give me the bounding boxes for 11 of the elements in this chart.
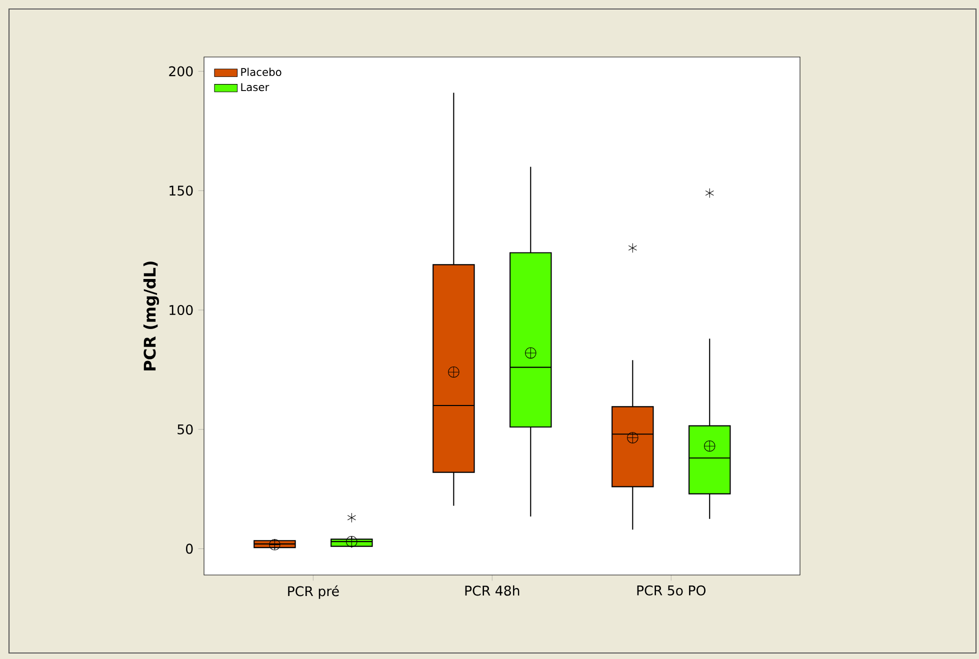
y-tick-label: 150 <box>170 186 193 196</box>
y-tick-label: 50 <box>178 424 193 434</box>
x-tick-label: PCR 48h <box>465 585 520 596</box>
y-axis-title: PCR (mg/dL) <box>143 262 159 370</box>
x-tick-label: PCR pré <box>288 585 339 599</box>
legend-label: Laser <box>241 83 270 92</box>
x-tick-label: PCR 5o PO <box>637 585 706 596</box>
legend-label: Placebo <box>241 68 282 76</box>
y-tick-label: 0 <box>186 544 193 554</box>
y-tick-label: 200 <box>169 66 193 76</box>
y-tick-label: 100 <box>170 304 193 316</box>
